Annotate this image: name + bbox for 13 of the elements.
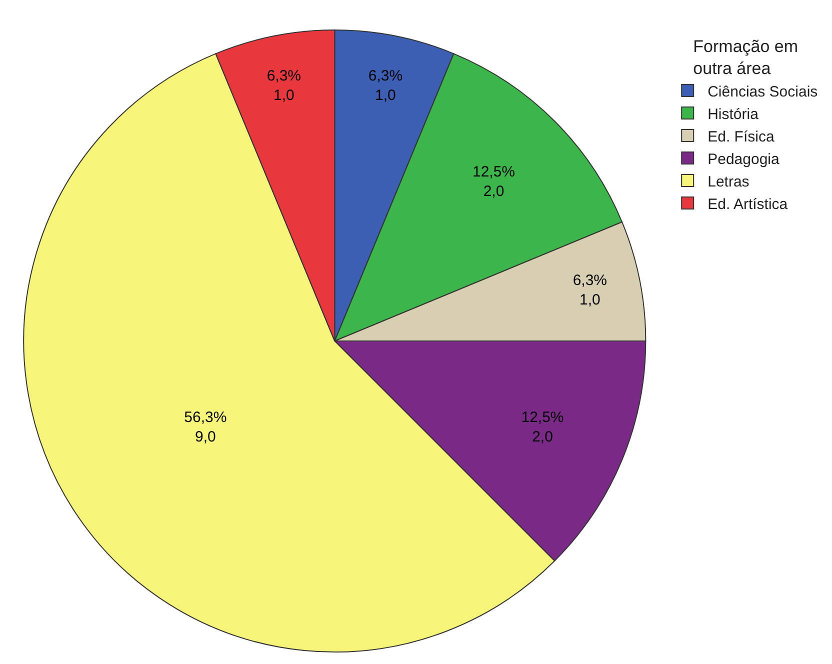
data-label: 56,3% 9,0	[184, 409, 227, 446]
legend-title: Formação em outra área	[693, 37, 798, 78]
legend-label: Pedagogia	[708, 150, 780, 168]
legend-label: Ed. Artística	[708, 196, 788, 213]
legend-label: História	[708, 106, 760, 123]
legend-label: Ciências Sociais	[708, 83, 818, 100]
data-label: 6,3% 1,0	[266, 68, 302, 104]
data-label: 6,3% 1,0	[368, 68, 403, 104]
legend-label: Letras	[708, 173, 750, 190]
legend-label: Ed. Física	[708, 128, 775, 146]
data-label: 12,5% 2,0	[521, 408, 564, 446]
data-label: 6,3% 1,0	[572, 272, 608, 308]
data-label: 12,5% 2,0	[472, 164, 516, 200]
